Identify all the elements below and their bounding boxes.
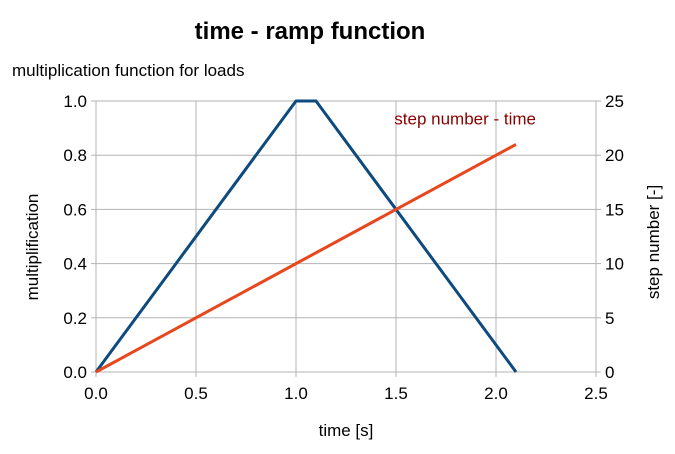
x-axis-label: time [s] xyxy=(318,421,374,440)
y-tick-label: 0.6 xyxy=(63,200,87,219)
x-tick-label: 1.0 xyxy=(284,384,308,403)
x-tick-label: 2.0 xyxy=(484,384,508,403)
y-tick-label: 0.2 xyxy=(63,309,87,328)
y2-tick-label: 25 xyxy=(605,92,624,111)
y-tick-label: 0.4 xyxy=(63,255,87,274)
series-line-step-number xyxy=(95,143,517,374)
series-line-multiplication xyxy=(94,99,518,373)
plot-frame xyxy=(95,100,597,373)
series-label: step number - time xyxy=(394,109,536,128)
x-tick-label: 0.0 xyxy=(84,384,108,403)
y2-tick-label: 10 xyxy=(605,255,624,274)
x-tick-label: 2.5 xyxy=(584,384,608,403)
chart-subtitle: multiplication function for loads xyxy=(12,61,245,80)
y2-tick-label: 20 xyxy=(605,146,624,165)
x-tick-label: 1.5 xyxy=(384,384,408,403)
y2-tick-label: 15 xyxy=(605,200,624,219)
y-tick-label: 1.0 xyxy=(63,92,87,111)
chart-title: time - ramp function xyxy=(194,18,426,45)
y-tick-label: 0.8 xyxy=(63,146,87,165)
y2-tick-label: 5 xyxy=(605,309,614,328)
y2-tick-label: 0 xyxy=(605,363,614,382)
y-tick-label: 0.0 xyxy=(63,363,87,382)
x-tick-label: 0.5 xyxy=(184,384,208,403)
